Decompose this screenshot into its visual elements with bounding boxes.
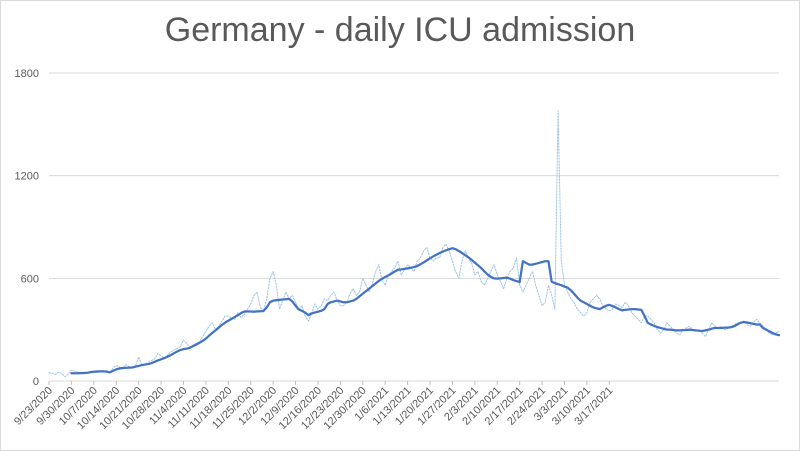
y-tick-label: 0 [33,376,39,388]
series-average-line [70,247,781,375]
series-daily-line [48,110,780,378]
series-layer [48,110,781,378]
chart-title: Germany - daily ICU admission [164,11,636,49]
y-tick-label: 1800 [15,68,39,80]
y-tick-label: 600 [21,273,39,285]
x-axis-ticks: 9/23/20209/30/202010/7/202010/14/202010/… [12,381,615,432]
y-tick-label: 1200 [15,171,39,183]
y-axis-ticks: 0 600 1200 1800 [15,68,39,388]
gridlines [49,72,779,382]
